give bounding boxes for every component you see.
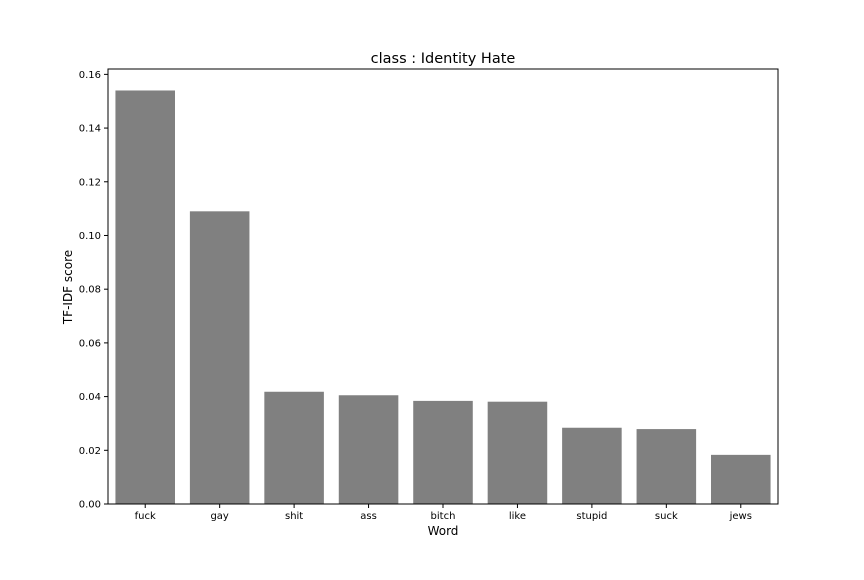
bar-stupid: [562, 427, 622, 504]
bars-layer: [115, 90, 771, 504]
bar-shit: [264, 391, 324, 504]
x-tick-label: gay: [210, 511, 228, 522]
y-tick-label: 0.08: [79, 285, 101, 296]
bar-suck: [636, 429, 697, 504]
x-tick-label: stupid: [576, 511, 607, 522]
plot-frame: [107, 68, 779, 505]
x-tick-label: ass: [360, 511, 377, 522]
x-tick-label: like: [509, 511, 526, 522]
bar-jews: [711, 454, 771, 504]
chart-title: class : Identity Hate: [371, 51, 516, 67]
y-axis: 0.00 0.02 0.04 0.06 0.08 0.10 0.12 0.14 0.16: [79, 70, 108, 511]
y-tick-label: 0.00: [79, 500, 101, 511]
bar-fuck: [115, 90, 175, 504]
y-tick-label: 0.16: [79, 70, 101, 81]
y-tick-label: 0.02: [79, 446, 101, 457]
bar-like: [487, 401, 548, 504]
x-tick-label: jews: [729, 511, 752, 522]
x-tick-label: shit: [285, 511, 303, 522]
y-axis-title: TF-IDF score: [61, 250, 75, 325]
y-tick-label: 0.04: [79, 392, 101, 403]
x-axis: fuck gay shit ass bitch like stupid suck jews: [135, 504, 752, 522]
y-tick-label: 0.06: [79, 338, 101, 349]
y-tick-label: 0.14: [79, 124, 101, 135]
y-tick-label: 0.12: [79, 177, 101, 188]
x-tick-label: suck: [655, 511, 678, 522]
x-tick-label: bitch: [431, 511, 456, 522]
bar-gay: [189, 211, 250, 504]
bar-ass: [338, 395, 399, 504]
x-tick-label: fuck: [135, 511, 156, 522]
y-tick-label: 0.10: [79, 231, 101, 242]
x-axis-title: Word: [428, 524, 459, 538]
bar-bitch: [413, 400, 473, 504]
